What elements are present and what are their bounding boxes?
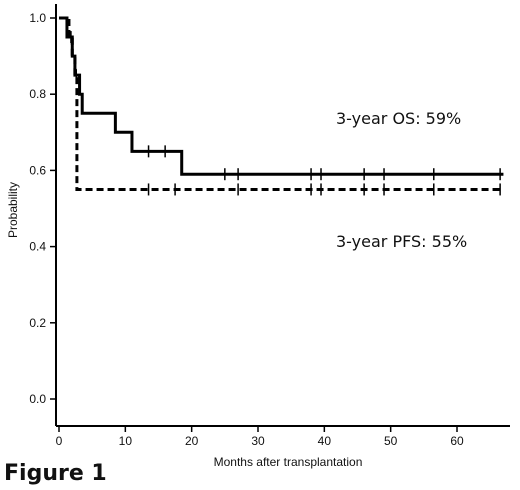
- y-tick-label: 0.2: [29, 316, 46, 330]
- x-tick-label: 50: [384, 434, 398, 448]
- pfs-annotation: 3-year PFS: 55%: [336, 232, 467, 251]
- os-annotation: 3-year OS: 59%: [336, 109, 461, 128]
- y-tick-label: 0.8: [29, 87, 46, 101]
- y-tick-label: 0.4: [29, 240, 46, 254]
- pfs-curve: [59, 16, 504, 191]
- x-axis-title: Months after transplantation: [214, 455, 363, 469]
- x-axis-ticks: 0 10 20 30 40 50 60: [56, 426, 464, 448]
- x-tick-label: 0: [56, 434, 63, 448]
- series-group: [59, 16, 504, 196]
- x-tick-label: 20: [185, 434, 199, 448]
- x-tick-label: 60: [450, 434, 464, 448]
- x-tick-label: 30: [251, 434, 265, 448]
- x-tick-label: 10: [119, 434, 133, 448]
- figure-label: Figure 1: [4, 461, 107, 486]
- y-axis-title: Probability: [6, 182, 20, 238]
- x-tick-label: 40: [318, 434, 332, 448]
- os-curve: [59, 16, 504, 176]
- y-axis-ticks: 0.0 0.2 0.4 0.6 0.8 1.0: [29, 11, 56, 406]
- y-tick-label: 1.0: [29, 11, 46, 25]
- y-tick-label: 0.0: [29, 392, 46, 406]
- y-tick-label: 0.6: [29, 163, 46, 177]
- plot-frame: [55, 4, 510, 427]
